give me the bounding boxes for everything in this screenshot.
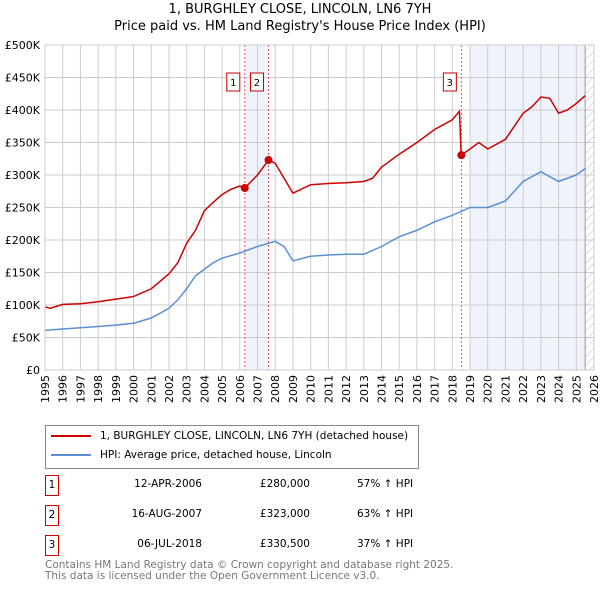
x-tick-label: 2003 xyxy=(181,375,194,403)
legend-item-hpi: HPI: Average price, detached house, Linc… xyxy=(51,449,332,461)
x-tick-label: 2008 xyxy=(269,375,282,403)
sale-point xyxy=(457,151,466,160)
y-tick-label: £200K xyxy=(5,234,41,247)
sale-hpi-diff: 63% ↑ HPI xyxy=(357,508,414,520)
y-tick-label: £250K xyxy=(5,202,41,215)
sale-hpi-diff: 57% ↑ HPI xyxy=(357,478,414,490)
sale-price: £323,000 xyxy=(259,508,310,520)
y-tick-label: £0 xyxy=(26,364,40,377)
sale-number-badge: 1 xyxy=(45,475,59,496)
y-tick-label: £150K xyxy=(5,267,41,280)
x-tick-label: 2023 xyxy=(535,375,548,403)
x-tick-label: 1995 xyxy=(39,375,52,403)
x-tick-label: 1999 xyxy=(110,375,123,403)
sale-hpi-diff: 37% ↑ HPI xyxy=(357,538,414,550)
x-tick-label: 2000 xyxy=(128,375,141,403)
x-tick-label: 2010 xyxy=(305,375,318,403)
x-tick-label: 2002 xyxy=(163,375,176,403)
sale-price: £330,500 xyxy=(259,538,310,550)
x-tick-label: 1996 xyxy=(57,375,70,403)
x-tick-label: 2009 xyxy=(287,375,300,403)
legend-item-property: 1, BURGHLEY CLOSE, LINCOLN, LN6 7YH (det… xyxy=(51,430,408,442)
chart-subtitle: Price paid vs. HM Land Registry's House … xyxy=(114,19,486,34)
y-tick-label: £500K xyxy=(5,39,41,52)
y-tick-label: £50K xyxy=(12,332,41,345)
x-tick-label: 2025 xyxy=(570,375,583,403)
plot-frame xyxy=(44,44,595,371)
sale-number-badge: 2 xyxy=(45,505,59,526)
x-tick-label: 2013 xyxy=(358,375,371,403)
legend: 1, BURGHLEY CLOSE, LINCOLN, LN6 7YH (det… xyxy=(45,425,419,469)
y-tick-label: £300K xyxy=(5,169,41,182)
sale-row: 1 12-APR-2006 £280,000 57% ↑ HPI xyxy=(45,475,445,497)
chart-title: 1, BURGHLEY CLOSE, LINCOLN, LN6 7YH xyxy=(168,2,432,17)
y-tick-label: £400K xyxy=(5,104,41,117)
x-tick-label: 2017 xyxy=(429,375,442,403)
sale-marker-box xyxy=(226,72,241,92)
series-line xyxy=(44,95,586,310)
footer-line: Contains HM Land Registry data © Crown c… xyxy=(45,559,454,571)
sale-marker-label: 1 xyxy=(230,78,236,89)
sale-row: 3 06-JUL-2018 £330,500 37% ↑ HPI xyxy=(45,535,445,557)
y-tick-label: £350K xyxy=(5,137,41,150)
x-tick-label: 2001 xyxy=(145,375,158,403)
series-line xyxy=(44,167,586,332)
x-tick-label: 2022 xyxy=(517,375,530,403)
sale-marker-label: 3 xyxy=(447,78,453,89)
sale-price: £280,000 xyxy=(259,478,310,490)
x-tick-label: 2006 xyxy=(234,375,247,403)
footer-line: This data is licensed under the Open Gov… xyxy=(45,570,380,582)
y-tick-label: £450K xyxy=(5,72,41,85)
sale-marker-box xyxy=(249,72,264,92)
sale-date: 06-JUL-2018 xyxy=(137,538,202,550)
x-tick-label: 2019 xyxy=(464,375,477,403)
sale-marker-box xyxy=(442,72,457,92)
sale-date: 16-AUG-2007 xyxy=(131,508,202,520)
sale-row: 2 16-AUG-2007 £323,000 63% ↑ HPI xyxy=(45,505,445,527)
x-tick-label: 2026 xyxy=(588,375,600,403)
sale-point xyxy=(240,184,249,192)
legend-label: HPI: Average price, detached house, Linc… xyxy=(100,449,332,461)
legend-swatch-blue xyxy=(51,454,91,456)
x-tick-label: 2005 xyxy=(216,375,229,403)
x-tick-label: 1998 xyxy=(92,375,105,403)
x-tick-label: 2021 xyxy=(499,375,512,403)
x-tick-label: 2014 xyxy=(375,375,388,403)
x-tick-label: 2024 xyxy=(553,375,566,403)
sale-marker-label: 2 xyxy=(254,78,260,89)
legend-swatch-red xyxy=(51,435,91,437)
x-tick-label: 2012 xyxy=(340,375,353,403)
x-tick-label: 2011 xyxy=(322,375,335,403)
x-tick-label: 2007 xyxy=(252,375,265,403)
x-tick-label: 2004 xyxy=(198,375,211,403)
footer: Contains HM Land Registry data © Crown c… xyxy=(45,560,453,582)
x-tick-label: 2015 xyxy=(393,375,406,403)
sale-date: 12-APR-2006 xyxy=(134,478,202,490)
legend-label: 1, BURGHLEY CLOSE, LINCOLN, LN6 7YH (det… xyxy=(100,430,409,442)
y-tick-label: £100K xyxy=(5,299,41,312)
x-tick-label: 1997 xyxy=(74,375,87,403)
x-tick-label: 2020 xyxy=(482,375,495,403)
sale-point xyxy=(264,156,273,165)
price-chart: 1995 1996 1997 1998 1999 2000 2001 2002 2003 2004… xyxy=(5,39,600,403)
x-tick-label: 2016 xyxy=(411,375,424,403)
x-tick-label: 2018 xyxy=(446,375,459,403)
sale-number-badge: 3 xyxy=(45,535,59,556)
